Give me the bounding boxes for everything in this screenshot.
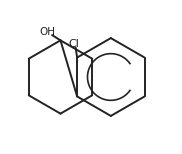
Text: Cl: Cl	[69, 39, 80, 49]
Text: OH: OH	[39, 27, 56, 37]
